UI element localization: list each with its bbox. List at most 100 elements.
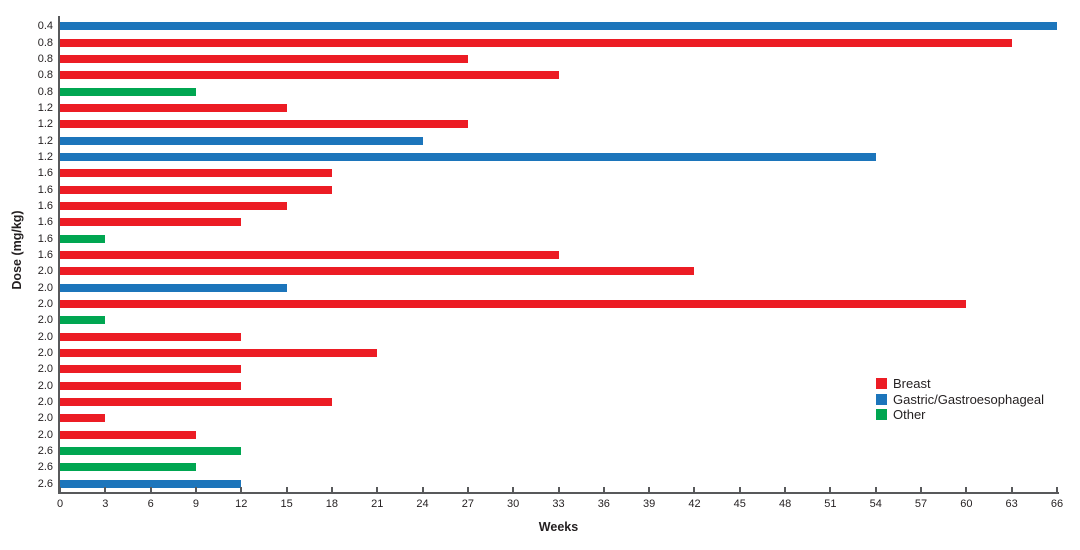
bar-row: 1.6	[38, 214, 1057, 230]
bar	[60, 398, 332, 407]
bar-row: 0.8	[38, 83, 1057, 99]
legend-label: Other	[893, 407, 926, 423]
bar	[60, 381, 242, 390]
x-tick-label: 57	[914, 498, 928, 510]
bar	[60, 430, 196, 439]
bar	[60, 38, 1012, 47]
x-tick-label: 24	[416, 498, 429, 510]
y-tick-label: 2.0	[37, 314, 53, 327]
x-tick-label: 54	[869, 498, 882, 510]
x-tick-label: 33	[552, 498, 565, 510]
legend-swatch	[876, 393, 887, 405]
y-tick-label: 2.0	[37, 281, 53, 294]
y-axis-title: Dose (mg/kg)	[10, 210, 24, 290]
legend: Breast Gastric/Gastroesophageal Other	[876, 376, 1044, 423]
bar	[60, 218, 242, 227]
y-tick-label: 2.6	[37, 477, 53, 490]
x-tick-label: 30	[507, 498, 520, 510]
y-tick-label: 2.0	[37, 379, 53, 392]
y-tick-label: 2.0	[37, 298, 53, 311]
y-tick-label: 2.0	[37, 265, 53, 278]
bar	[60, 447, 242, 456]
bar	[60, 152, 876, 161]
bar	[60, 250, 559, 259]
bar-row: 2.0	[38, 329, 1057, 345]
y-tick-label: 0.8	[37, 69, 53, 82]
bar-row: 1.6	[38, 247, 1057, 263]
bar	[60, 365, 242, 374]
bar-row: 2.0	[38, 378, 1057, 394]
bar-row: 2.0	[38, 427, 1057, 443]
bar-row: 0.8	[38, 34, 1057, 50]
bar	[60, 463, 196, 472]
y-axis-line	[58, 16, 60, 494]
x-tick-label: 6	[147, 498, 154, 510]
x-tick-label: 51	[824, 498, 837, 510]
bar	[60, 479, 242, 488]
x-tick-label: 66	[1050, 498, 1064, 510]
bar	[60, 283, 287, 292]
legend-label: Gastric/Gastroesophageal	[893, 391, 1045, 407]
y-tick-label: 1.6	[37, 183, 53, 196]
x-tick-label: 3	[102, 498, 109, 510]
y-tick-label: 2.0	[37, 347, 53, 360]
y-tick-label: 1.2	[37, 134, 53, 147]
bar-row: 2.6	[38, 443, 1057, 459]
bar	[60, 136, 423, 145]
y-tick-label: 1.2	[37, 150, 53, 163]
bar-row: 1.2	[38, 149, 1057, 165]
bar-row: 2.0	[38, 361, 1057, 377]
bar-row: 1.6	[38, 181, 1057, 197]
bar-row: 1.6	[38, 198, 1057, 214]
bar	[60, 300, 967, 309]
bar-row: 1.6	[38, 230, 1057, 246]
y-tick-label: 2.0	[37, 330, 53, 343]
y-tick-label: 1.2	[37, 118, 53, 131]
plot-area: 0.4 0.8 0.8 0.8 0.8 1.2 1.2 1.2 1.2 1.6 1.6 1.6 1.6 1…	[38, 18, 1057, 492]
bar	[60, 316, 106, 325]
x-tick-label: 42	[688, 498, 701, 510]
x-tick-label: 39	[643, 498, 656, 510]
bar-row: 2.0	[38, 394, 1057, 410]
legend-label: Breast	[893, 376, 931, 392]
y-tick-label: 0.8	[37, 36, 53, 49]
x-tick-label: 15	[280, 498, 293, 510]
x-axis-title: Weeks	[538, 520, 579, 534]
y-tick-label: 1.6	[37, 248, 53, 261]
y-tick-label: 2.6	[37, 461, 53, 474]
y-tick-label: 1.2	[37, 101, 53, 114]
bar	[60, 267, 695, 276]
bar	[60, 71, 559, 80]
legend-item-gastric-gastroesophageal: Gastric/Gastroesophageal	[876, 392, 1044, 408]
bar	[60, 54, 468, 63]
bar	[60, 332, 242, 341]
y-tick-label: 1.6	[37, 216, 53, 229]
bar-row: 0.8	[38, 67, 1057, 83]
x-tick-label: 0	[56, 498, 64, 510]
y-tick-label: 1.6	[37, 167, 53, 180]
bar-row: 1.2	[38, 100, 1057, 116]
legend-item-other: Other	[876, 407, 1044, 423]
legend-swatch	[876, 378, 887, 390]
bar	[60, 185, 332, 194]
bar-row: 2.0	[38, 296, 1057, 312]
x-tick-label: 36	[597, 498, 610, 510]
y-tick-label: 0.8	[37, 85, 53, 98]
y-tick-label: 0.8	[37, 52, 53, 65]
bar-row: 2.0	[38, 312, 1057, 328]
bar	[60, 169, 332, 178]
y-tick-label: 2.0	[37, 428, 53, 441]
bar	[60, 87, 196, 96]
y-tick-label: 1.6	[37, 199, 53, 212]
x-tick-label: 18	[325, 498, 339, 510]
bar-row: 2.0	[38, 280, 1057, 296]
bar	[60, 103, 287, 112]
bar	[60, 349, 378, 358]
bar-row: 1.6	[38, 165, 1057, 181]
y-tick-label: 2.0	[37, 396, 53, 409]
bar	[60, 414, 106, 423]
x-tick-label: 9	[192, 498, 200, 510]
x-tick-label: 12	[235, 498, 248, 510]
y-tick-label: 0.4	[37, 20, 53, 33]
